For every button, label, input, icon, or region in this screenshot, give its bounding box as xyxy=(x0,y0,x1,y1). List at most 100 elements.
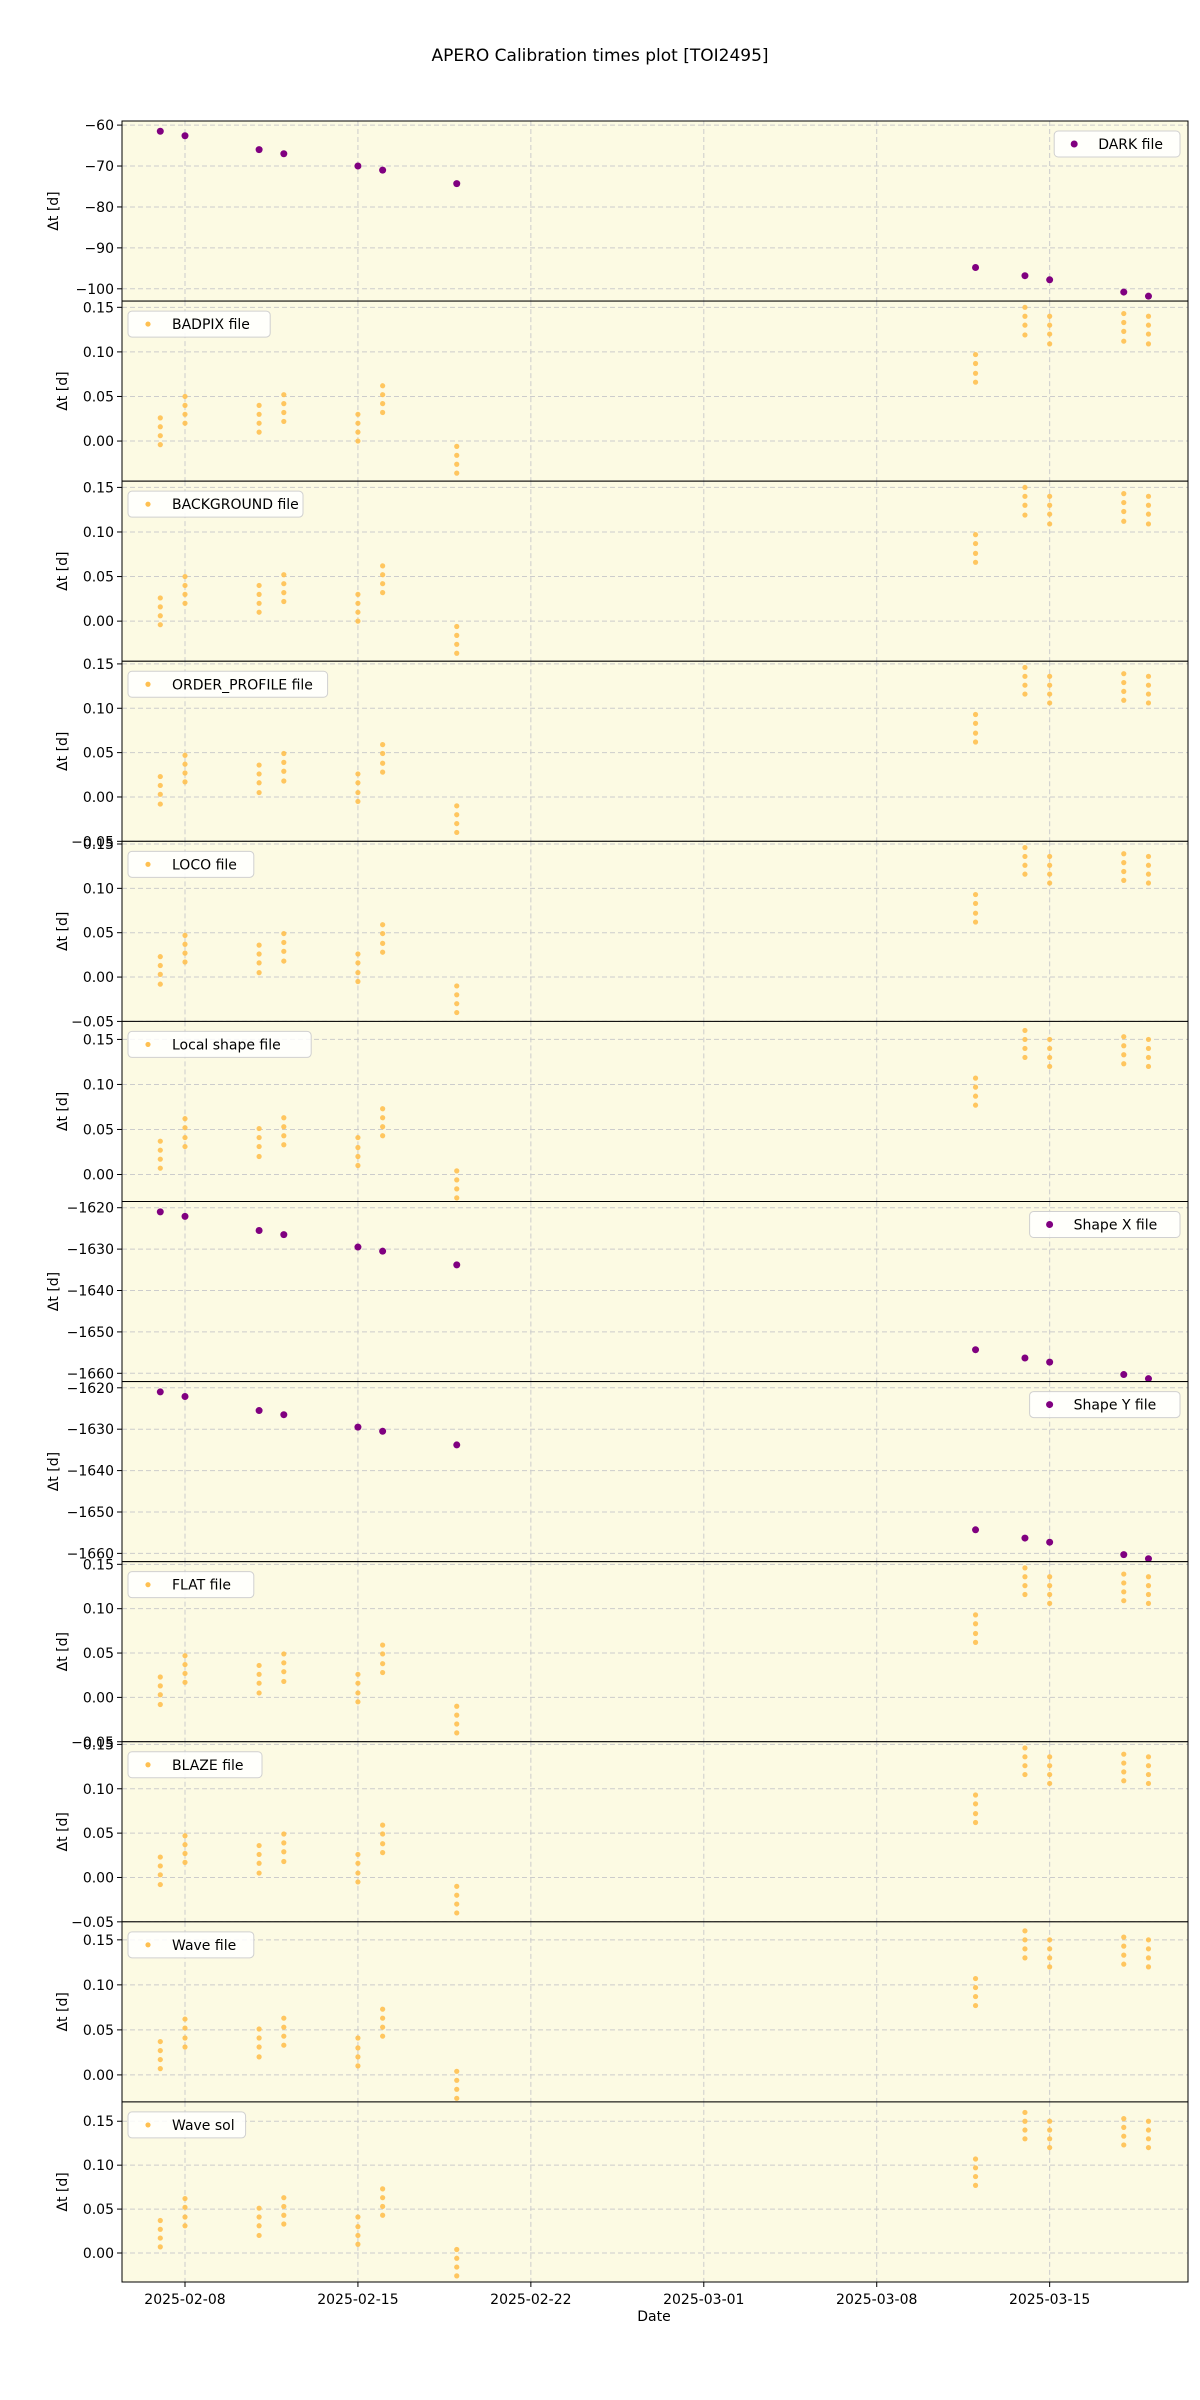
data-point xyxy=(972,2173,979,2180)
data-point xyxy=(256,1662,262,1669)
data-point xyxy=(280,150,288,158)
data-point xyxy=(1145,322,1152,328)
legend: BACKGROUND file xyxy=(127,490,304,518)
data-point xyxy=(355,2232,361,2239)
data-point xyxy=(281,1133,287,1139)
data-point xyxy=(1145,1045,1152,1052)
data-point xyxy=(182,1653,188,1659)
data-point xyxy=(281,401,287,407)
data-point xyxy=(281,930,287,937)
data-point xyxy=(355,600,361,606)
data-point xyxy=(1145,331,1152,337)
data-point xyxy=(1047,502,1053,508)
data-point xyxy=(454,1721,460,1727)
data-point xyxy=(972,1811,979,1817)
y-tick-label: 0.00 xyxy=(83,434,114,450)
panel-background xyxy=(122,1741,1188,1922)
data-point xyxy=(1022,1745,1028,1751)
data-point xyxy=(1046,276,1054,284)
legend-box xyxy=(127,1751,263,1779)
y-axis-label: Δt [d] xyxy=(55,732,71,771)
data-point xyxy=(182,1143,188,1150)
data-point xyxy=(182,393,188,400)
data-point xyxy=(454,470,460,476)
y-tick-label: −80 xyxy=(84,200,114,216)
y-tick-label: −0.05 xyxy=(71,834,114,850)
data-point xyxy=(1047,493,1053,499)
y-axis-label: Δt [d] xyxy=(46,191,62,230)
legend-label: BLAZE file xyxy=(172,1758,244,1774)
data-point xyxy=(380,2024,386,2030)
data-point xyxy=(1022,304,1028,310)
legend-label: FLAT file xyxy=(172,1578,231,1594)
data-point xyxy=(182,959,188,965)
data-point xyxy=(1145,1591,1152,1598)
data-point xyxy=(1121,1598,1127,1604)
data-point xyxy=(157,773,163,780)
y-tick-label: 0.15 xyxy=(83,300,114,316)
data-point xyxy=(1046,1538,1054,1546)
x-tick-label: 2025-03-15 xyxy=(1009,2292,1090,2308)
data-point xyxy=(380,760,386,766)
legend-box xyxy=(127,310,271,338)
x-tick-label: 2025-02-08 xyxy=(144,2292,225,2308)
data-point xyxy=(355,780,361,786)
data-point xyxy=(1047,673,1053,679)
data-point xyxy=(281,2033,287,2039)
data-point xyxy=(1145,880,1152,886)
data-point xyxy=(1121,491,1127,497)
data-point xyxy=(454,2255,460,2261)
data-point xyxy=(972,730,979,736)
y-tick-label: 0.00 xyxy=(83,1870,114,1886)
data-point xyxy=(1121,860,1127,866)
y-tick-label: 0.00 xyxy=(83,614,114,630)
data-point xyxy=(1121,310,1127,317)
data-point xyxy=(157,801,163,807)
data-point xyxy=(1047,1054,1053,1061)
legend-box xyxy=(1029,1211,1181,1238)
legend: DARK file xyxy=(1053,130,1181,158)
x-tick-label: 2025-02-22 xyxy=(490,2292,571,2308)
data-point xyxy=(972,360,979,367)
data-point xyxy=(1022,1763,1028,1769)
data-point xyxy=(256,1671,262,1677)
data-point xyxy=(1022,1036,1028,1043)
panel-6: 0.00 0.05 0.10 0.15 Δt [d] Local shape file xyxy=(55,1020,1189,1203)
data-point xyxy=(157,1156,163,1162)
data-point xyxy=(355,2035,361,2041)
data-point xyxy=(1047,1583,1053,1589)
data-point xyxy=(181,1212,189,1220)
data-point xyxy=(454,2068,460,2074)
data-point xyxy=(972,1084,979,1090)
legend-box xyxy=(1053,130,1181,158)
data-point xyxy=(1144,1555,1152,1563)
data-point xyxy=(379,166,387,174)
panel-background xyxy=(122,1381,1188,1562)
y-tick-label: 0.00 xyxy=(83,2246,114,2262)
data-point xyxy=(972,900,979,907)
y-axis-label: Δt [d] xyxy=(46,1452,62,1491)
data-point xyxy=(1047,331,1053,337)
data-point xyxy=(157,1147,163,1153)
data-point xyxy=(182,2035,188,2041)
data-point xyxy=(380,1106,386,1112)
data-point xyxy=(281,1660,287,1666)
data-point xyxy=(380,563,386,569)
data-point xyxy=(379,1427,387,1435)
data-point xyxy=(972,1630,979,1637)
data-point xyxy=(972,1346,980,1354)
data-point xyxy=(1047,322,1053,328)
data-point xyxy=(157,962,163,969)
y-tick-label: 0.10 xyxy=(83,2158,114,2174)
y-tick-label: 0.15 xyxy=(83,2114,114,2130)
data-point xyxy=(1047,1955,1053,1961)
data-point xyxy=(1145,1036,1152,1043)
data-point xyxy=(972,720,979,726)
x-tick-label: 2025-03-01 xyxy=(663,2292,744,2308)
data-point xyxy=(182,1134,188,1141)
data-point xyxy=(281,2203,287,2210)
panel-8: −1660 −1650 −1640 −1630 −1620 Δt [d] Shape Y f… xyxy=(46,1381,1189,1563)
y-tick-label: 0.10 xyxy=(83,1782,114,1798)
legend: Shape Y file xyxy=(1029,1391,1181,1419)
